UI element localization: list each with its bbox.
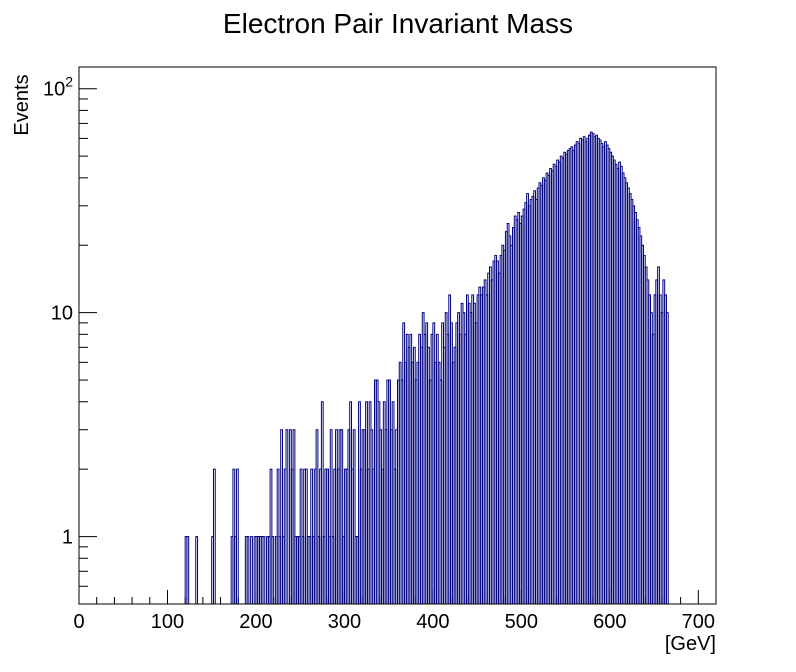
plot-frame: [78, 66, 717, 605]
y-axis-label: Events: [11, 74, 33, 135]
histogram-bin: [665, 312, 669, 605]
x-tick-label: 200: [239, 611, 272, 633]
histogram-bin: [271, 536, 275, 605]
histogram-bin: [212, 468, 216, 605]
y-tick-label: 1: [62, 527, 73, 549]
x-tick-label: 500: [505, 611, 538, 633]
x-tick-label: 300: [328, 611, 361, 633]
chart-title: Electron Pair Invariant Mass: [223, 8, 573, 39]
y-tick-label: 102: [43, 74, 73, 101]
histogram-bin: [246, 536, 250, 605]
histogram-bin: [250, 536, 253, 605]
y-tick-label: 10: [51, 303, 73, 325]
x-tick-labels: 0 100 200 300 400 500 600 700: [73, 611, 715, 633]
histogram-bin: [235, 468, 239, 605]
x-tick-label: 700: [682, 611, 715, 633]
x-tick-label: 400: [416, 611, 449, 633]
y-ticks: [79, 88, 97, 605]
x-tick-label: 100: [151, 611, 184, 633]
histogram-bins: [184, 131, 669, 605]
x-tick-label: 600: [593, 611, 626, 633]
x-tick-label: 0: [73, 611, 84, 633]
x-axis-label: [GeV]: [665, 633, 716, 655]
histogram-bin: [262, 536, 266, 605]
histogram-bin: [186, 536, 190, 605]
y-tick-labels: 1 10 102: [43, 74, 73, 549]
histogram-bin: [195, 536, 199, 605]
histogram-bin: [285, 429, 289, 605]
